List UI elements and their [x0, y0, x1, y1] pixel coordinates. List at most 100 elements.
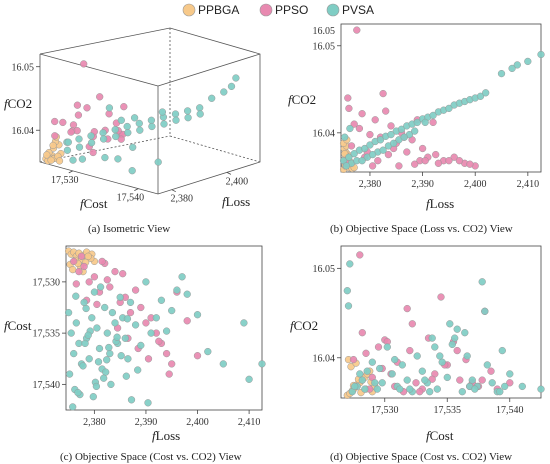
point-ppso [347, 142, 356, 150]
point-pvsa [157, 296, 166, 304]
point-pvsa [433, 385, 441, 393]
point-pvsa [117, 116, 125, 124]
point-pvsa [413, 352, 421, 360]
point-pvsa [113, 333, 121, 341]
point-pvsa [488, 379, 496, 387]
point-pvsa [87, 139, 96, 147]
point-pvsa [63, 146, 72, 154]
point-pvsa [160, 120, 168, 128]
legend-label-pvsa: PVSA [342, 3, 374, 17]
point-pvsa [376, 364, 384, 373]
point-pvsa [358, 376, 366, 384]
point-pvsa [476, 92, 485, 100]
point-pvsa [361, 144, 369, 153]
point-ppso [353, 26, 361, 34]
point-pvsa [438, 358, 446, 366]
point-ppso [69, 121, 78, 129]
point-ppso [349, 355, 358, 364]
point-pvsa [128, 167, 136, 175]
point-pvsa [70, 349, 78, 358]
point-ppso [162, 349, 171, 358]
point-ppso [453, 346, 461, 355]
x-tick-label: 17,535 [434, 405, 462, 416]
x-tick-label: 17,540 [496, 405, 524, 416]
point-pvsa [258, 360, 266, 368]
point-pvsa [108, 308, 117, 317]
x-tick-label: 17,540 [117, 193, 145, 204]
point-ppso [106, 283, 114, 291]
point-pvsa [135, 119, 143, 128]
y-tick-label: 16.04 [313, 353, 336, 364]
y-tick-mark [171, 189, 176, 193]
point-pvsa [134, 366, 142, 374]
point-pvsa [426, 388, 434, 396]
point-pvsa [481, 307, 489, 315]
point-pvsa [421, 118, 429, 127]
point-pvsa [92, 382, 101, 391]
point-pvsa [453, 325, 461, 333]
point-pvsa [443, 373, 451, 382]
point-pvsa [219, 360, 227, 368]
x-tick-mark [68, 170, 73, 174]
point-pvsa [193, 311, 202, 319]
point-pvsa [220, 88, 228, 96]
x-tick-label: 2,390 [135, 417, 158, 428]
panel-a-zlabel: fCO2 [4, 96, 32, 111]
point-pvsa [345, 153, 353, 161]
y-tick-label: 16.05 [313, 41, 336, 52]
point-pvsa [75, 143, 84, 151]
point-pvsa [458, 388, 466, 396]
point-ppso [144, 355, 153, 363]
point-ppso [72, 280, 80, 288]
point-pvsa [418, 367, 426, 375]
point-ppso [89, 148, 97, 157]
point-pvsa [114, 155, 122, 163]
point-pvsa [506, 370, 514, 378]
point-ppso [356, 251, 364, 259]
point-pvsa [124, 355, 132, 363]
point-ppso [412, 379, 420, 387]
point-ppso [168, 360, 176, 368]
y-tick-label: 17,530 [33, 277, 61, 288]
point-ppso [75, 267, 83, 276]
point-pvsa [85, 355, 93, 363]
y-tick-label: 2,400 [226, 176, 249, 187]
point-pvsa [105, 343, 113, 352]
point-pvsa [147, 329, 155, 337]
point-pvsa [72, 292, 80, 300]
point-ppso [366, 130, 374, 139]
point-pvsa [518, 382, 526, 391]
point-ppbga [43, 151, 51, 159]
point-pvsa [429, 111, 437, 120]
point-pvsa [116, 293, 124, 301]
panel-b-caption: (b) Objective Space (Loss vs. CO2) View [330, 223, 513, 235]
point-ppso [183, 317, 191, 325]
point-pvsa [130, 114, 139, 122]
legend-label-ppso: PPSO [275, 3, 308, 17]
point-ppso [51, 117, 59, 126]
point-pvsa [129, 143, 137, 151]
point-pvsa [95, 344, 104, 353]
panel-a-points [42, 60, 240, 175]
point-ppso [362, 349, 370, 357]
point-pvsa [389, 139, 398, 147]
point-pvsa [173, 286, 181, 294]
point-ppso [165, 370, 173, 378]
panel-d-xlabel: fCost [426, 428, 454, 443]
point-ppso [374, 343, 383, 351]
point-ppso [90, 273, 99, 281]
point-pvsa [131, 321, 140, 329]
point-pvsa [361, 385, 369, 393]
point-pvsa [168, 306, 176, 315]
panel-a-caption: (a) Isometric View [88, 223, 170, 235]
point-pvsa [232, 74, 240, 82]
point-pvsa [82, 304, 90, 313]
point-pvsa [406, 385, 414, 393]
point-ppso [408, 320, 416, 328]
point-pvsa [376, 136, 385, 144]
point-pvsa [99, 129, 107, 137]
z-tick-label: 16.05 [12, 63, 35, 74]
point-pvsa [147, 116, 156, 124]
point-pvsa [136, 126, 144, 134]
